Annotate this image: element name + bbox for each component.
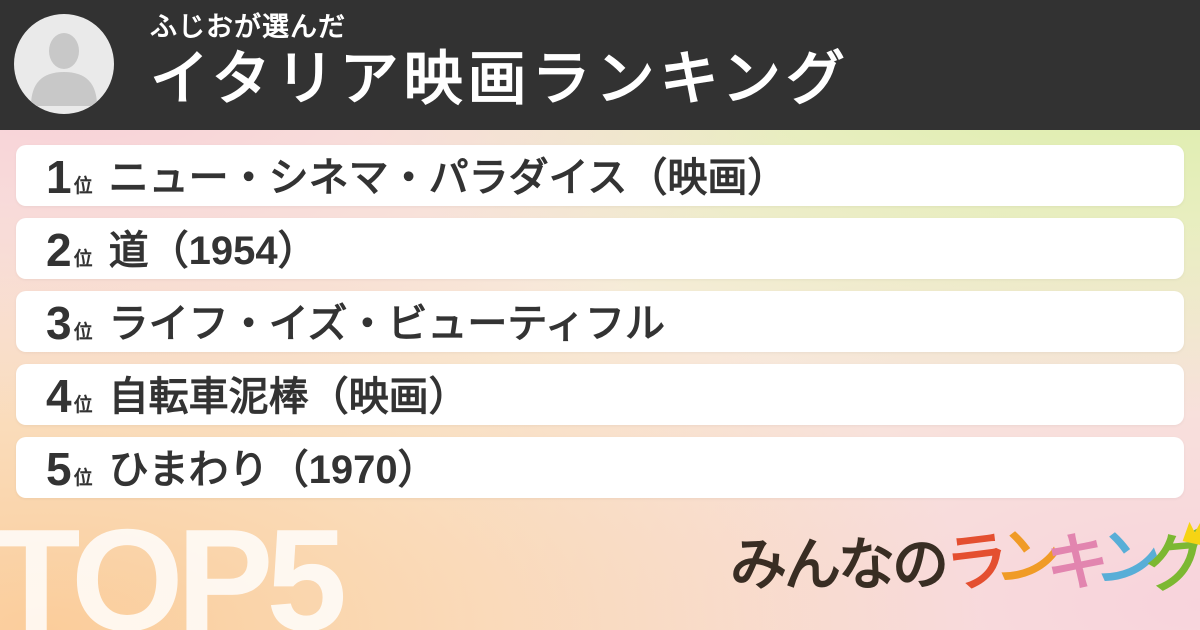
rank-number: 2 — [46, 223, 72, 276]
rank-suffix: 位 — [73, 468, 93, 489]
rank-number: 3 — [46, 296, 72, 349]
logo-char: な — [838, 533, 895, 597]
item-name: ライフ・イズ・ビューティフル — [108, 302, 666, 346]
header: ふじおが選んだ イタリア映画ランキング — [0, 0, 1200, 130]
logo-char: み — [730, 533, 787, 597]
rank-suffix: 位 — [73, 176, 93, 197]
ranking-row-1[interactable]: 1 位 ニュー・シネマ・パラダイス（映画） — [16, 145, 1184, 206]
item-name: 自転車泥棒（映画） — [108, 375, 469, 419]
item-name: 道（1954） — [108, 229, 318, 273]
brand-logo[interactable]: み ん な の ラ ン キ ン グ — [730, 517, 1200, 602]
avatar — [14, 14, 114, 114]
item-name: ひまわり（1970） — [108, 448, 438, 492]
page-title: イタリア映画ランキング — [150, 45, 850, 112]
rank-suffix: 位 — [73, 395, 93, 416]
curator-label: ふじおが選んだ — [150, 12, 346, 42]
ranking-row-3[interactable]: 3 位 ライフ・イズ・ビューティフル — [16, 291, 1184, 352]
ranking-list: 1 位 ニュー・シネマ・パラダイス（映画） 2 位 道（1954） 3 位 ライ… — [16, 145, 1184, 510]
header-text: ふじおが選んだ イタリア映画ランキング — [150, 12, 850, 112]
logo-char: ん — [784, 533, 841, 597]
logo-char: の — [892, 533, 949, 597]
person-icon — [31, 33, 97, 106]
ranking-row-5[interactable]: 5 位 ひまわり（1970） — [16, 437, 1184, 498]
rank-number: 5 — [46, 442, 72, 495]
ranking-row-4[interactable]: 4 位 自転車泥棒（映画） — [16, 364, 1184, 425]
ranking-row-2[interactable]: 2 位 道（1954） — [16, 218, 1184, 279]
rank-suffix: 位 — [73, 322, 93, 343]
top5-watermark: TOP5 — [0, 499, 347, 630]
rank-number: 4 — [46, 369, 72, 422]
crown-icon — [1182, 517, 1200, 548]
rank-number: 1 — [46, 150, 72, 203]
rank-suffix: 位 — [73, 249, 93, 270]
item-name: ニュー・シネマ・パラダイス（映画） — [108, 156, 788, 200]
